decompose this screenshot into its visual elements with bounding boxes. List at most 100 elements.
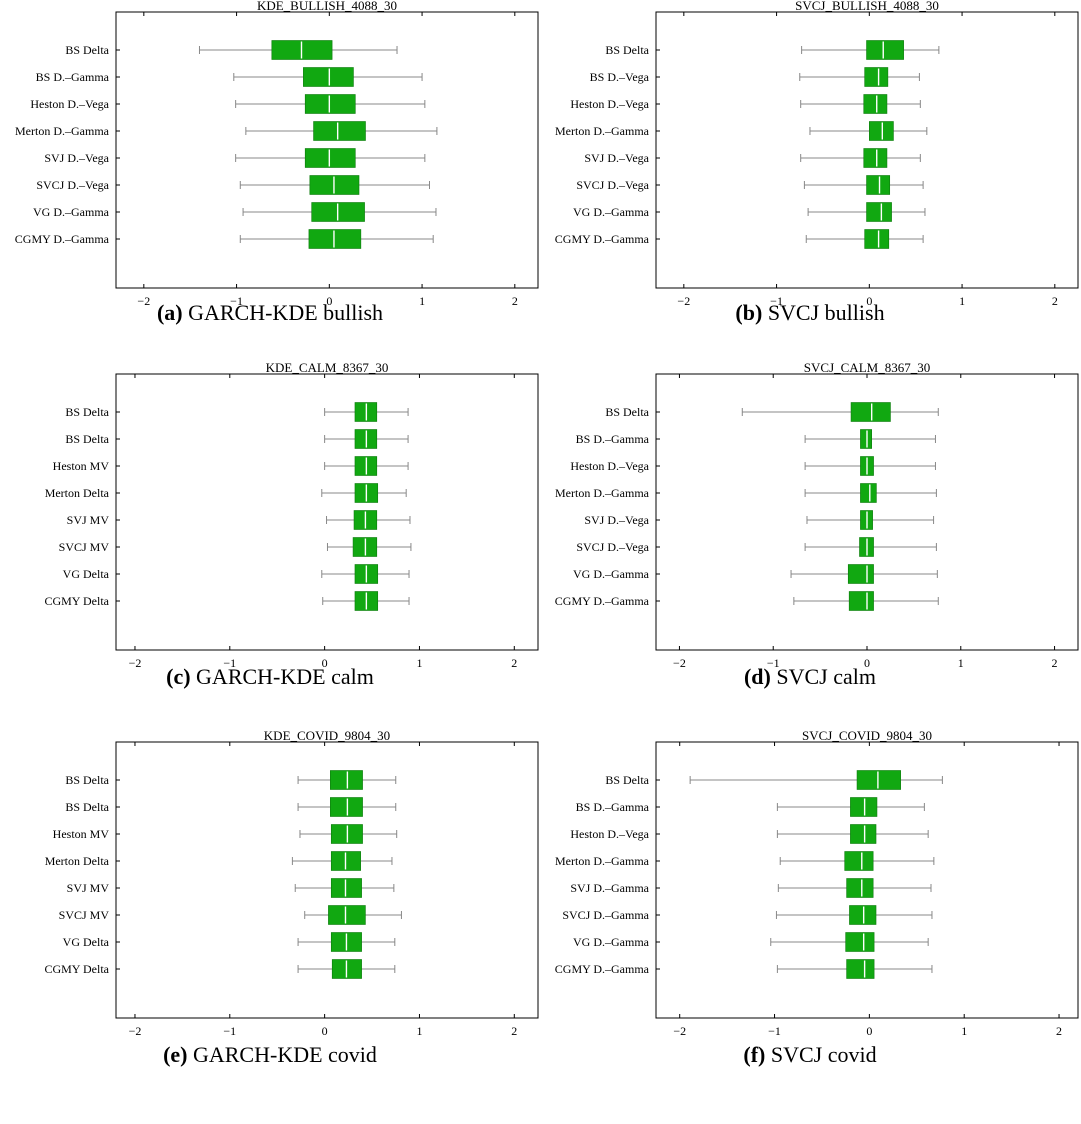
category-label: SVJ D.–Vega	[584, 151, 649, 165]
iqr-box	[860, 429, 872, 449]
panel-caption-text: GARCH-KDE calm	[196, 664, 374, 689]
panel-label: (f)	[743, 1042, 766, 1067]
box-row: CGMY D.–Gamma	[555, 959, 933, 979]
iqr-box	[866, 175, 891, 195]
boxplot-chart: SVCJ_COVID_9804_30 −2 −1 0 1 2 BS Delta BS D.–G…	[555, 728, 1079, 1038]
iqr-box	[330, 878, 362, 898]
iqr-box	[328, 905, 366, 925]
box-row: SVCJ D.–Gamma	[562, 905, 933, 925]
category-label: BS D.–Gamma	[36, 70, 110, 84]
box-row: SVCJ MV	[59, 905, 402, 925]
panel-c: KDE_CALM_8367_30 −2 −1 0 1 2 BS Delta BS Delta H…	[0, 360, 540, 736]
x-tick-label: 1	[416, 1024, 422, 1038]
panel-label: (e)	[163, 1042, 188, 1067]
x-tick-label: 0	[326, 294, 332, 308]
x-tick-label: −1	[770, 294, 783, 308]
iqr-box	[866, 40, 904, 60]
x-tick-label: 1	[416, 656, 422, 670]
x-tick-label: −1	[768, 1024, 781, 1038]
category-label: SVCJ D.–Vega	[36, 178, 109, 192]
box-row: BS Delta	[605, 40, 940, 60]
iqr-box	[866, 202, 892, 222]
iqr-box	[869, 121, 894, 141]
iqr-box	[313, 121, 366, 141]
category-label: VG D.–Gamma	[573, 935, 650, 949]
panel-label: (d)	[743, 664, 771, 689]
box-row: BS Delta	[605, 770, 943, 790]
category-label: CGMY Delta	[44, 594, 109, 608]
category-label: BS D.–Gamma	[576, 432, 650, 446]
x-tick-label: 2	[511, 1024, 517, 1038]
box-row: SVCJ D.–Vega	[576, 537, 937, 557]
panel-caption-text: GARCH-KDE bullish	[188, 300, 384, 325]
category-label: BS Delta	[65, 405, 109, 419]
box-row: Merton D.–Gamma	[555, 483, 937, 503]
iqr-box	[850, 824, 877, 844]
x-tick-label: −1	[230, 294, 243, 308]
category-label: Merton D.–Gamma	[555, 854, 650, 868]
chart-title: KDE_COVID_9804_30	[264, 728, 390, 743]
box-row: BS Delta	[65, 429, 409, 449]
category-label: Merton Delta	[45, 486, 110, 500]
category-label: Heston D.–Vega	[30, 97, 109, 111]
box-row: BS Delta	[65, 402, 409, 422]
category-label: BS Delta	[605, 773, 649, 787]
box-row: Merton Delta	[45, 483, 407, 503]
iqr-box	[856, 770, 901, 790]
boxplot-chart: KDE_CALM_8367_30 −2 −1 0 1 2 BS Delta BS Delta H…	[44, 360, 539, 670]
box-row: Merton D.–Gamma	[15, 121, 438, 141]
panel-caption: (c) GARCH-KDE calm	[0, 664, 540, 690]
box-row: BS D.–Gamma	[576, 797, 925, 817]
box-row: Heston MV	[53, 824, 398, 844]
category-label: VG Delta	[63, 567, 110, 581]
x-tick-label: −2	[129, 656, 142, 670]
category-label: CGMY D.–Gamma	[555, 594, 650, 608]
panel-caption: (a) GARCH-KDE bullish	[0, 300, 540, 326]
category-label: SVCJ MV	[59, 540, 110, 554]
box-row: Heston D.–Vega	[570, 456, 936, 476]
category-label: SVCJ MV	[59, 908, 110, 922]
iqr-box	[846, 878, 874, 898]
box-row: BS D.–Gamma	[36, 67, 423, 87]
plot-frame	[115, 11, 539, 289]
category-label: SVJ D.–Gamma	[570, 881, 649, 895]
panel-caption: (b) SVCJ bullish	[540, 300, 1080, 326]
category-label: Heston D.–Vega	[570, 97, 649, 111]
boxplot-chart: SVCJ_BULLISH_4088_30 −2 −1 0 1 2 BS Delta BS D.…	[555, 0, 1079, 308]
x-tick-label: 0	[866, 294, 872, 308]
box-row: SVJ MV	[67, 510, 411, 530]
box-row: Merton Delta	[45, 851, 393, 871]
category-label: BS Delta	[65, 432, 109, 446]
category-label: CGMY Delta	[44, 962, 109, 976]
boxplot-chart: KDE_COVID_9804_30 −2 −1 0 1 2 BS Delta BS Delta…	[44, 728, 539, 1038]
panel-d: SVCJ_CALM_8367_30 −2 −1 0 1 2 BS Delta BS D.–Ga…	[540, 360, 1080, 736]
iqr-box	[304, 148, 356, 168]
panel-label: (c)	[166, 664, 191, 689]
box-row: CGMY D.–Gamma	[555, 591, 939, 611]
panel-caption: (d) SVCJ calm	[540, 664, 1080, 690]
category-label: SVCJ D.–Vega	[576, 178, 649, 192]
chart-title: SVCJ_BULLISH_4088_30	[795, 0, 939, 13]
box-row: SVJ D.–Vega	[584, 148, 921, 168]
chart-title: SVCJ_CALM_8367_30	[804, 360, 930, 375]
panel-caption-text: SVCJ calm	[776, 664, 876, 689]
x-tick-label: −2	[673, 1024, 686, 1038]
box-row: SVJ D.–Vega	[44, 148, 426, 168]
category-label: BS Delta	[65, 43, 109, 57]
panel-label: (b)	[735, 300, 763, 325]
panel-a: KDE_BULLISH_4088_30 −2 −1 0 1 2 BS Delta BS D.–…	[0, 0, 540, 374]
iqr-box	[844, 851, 874, 871]
category-label: Merton D.–Gamma	[15, 124, 110, 138]
iqr-box	[849, 905, 877, 925]
category-label: Heston D.–Vega	[570, 459, 649, 473]
x-tick-label: −1	[223, 656, 236, 670]
box-row: VG D.–Gamma	[573, 202, 926, 222]
category-label: Merton Delta	[45, 854, 110, 868]
category-label: SVJ MV	[67, 513, 110, 527]
box-row: CGMY Delta	[44, 959, 396, 979]
box-row: Heston D.–Vega	[30, 94, 426, 114]
box-row: Heston D.–Vega	[570, 824, 929, 844]
box-row: CGMY D.–Gamma	[555, 229, 924, 249]
chart-title: KDE_CALM_8367_30	[266, 360, 389, 375]
panel-caption: (f) SVCJ covid	[540, 1042, 1080, 1068]
